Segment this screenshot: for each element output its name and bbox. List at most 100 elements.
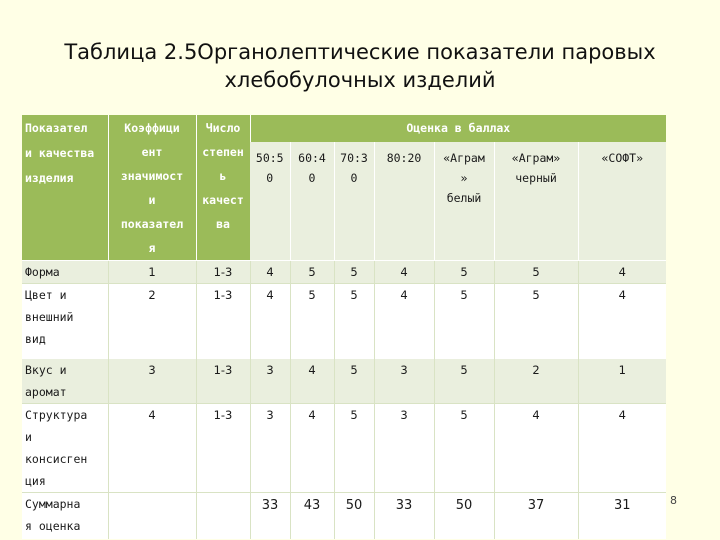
table-row: Цвет и внешний вид 2 1-3 4 5 5 4 5 5 4 bbox=[22, 283, 667, 359]
row-label: Форма bbox=[22, 260, 108, 284]
header-degree-line: качест bbox=[202, 193, 244, 207]
header-degree-line: Число bbox=[205, 121, 241, 135]
cell-score: 4 bbox=[493, 403, 578, 493]
header-degree-line: ва bbox=[216, 217, 230, 231]
total-score: 33 bbox=[373, 492, 434, 539]
cell-score: 5 bbox=[493, 283, 578, 359]
row-label-line: ция bbox=[25, 474, 46, 488]
cell-score: 5 bbox=[433, 283, 494, 359]
subheader-50-50: 50:5 0 bbox=[250, 142, 290, 261]
cell-coef: 2 bbox=[107, 283, 196, 359]
table-row: Вкус и аромат 3 1-3 3 4 5 3 5 2 1 bbox=[22, 358, 667, 404]
cell-coef: 4 bbox=[107, 403, 196, 493]
row-label: Структура и консисген ция bbox=[22, 403, 108, 493]
subheader-line: 60:4 bbox=[298, 151, 326, 165]
cell-score: 5 bbox=[289, 283, 334, 359]
total-label-line: я оценка bbox=[25, 519, 81, 533]
cell-score: 4 bbox=[373, 283, 434, 359]
cell-score: 5 bbox=[333, 358, 374, 404]
cell-score: 3 bbox=[373, 403, 434, 493]
total-label: Суммарна я оценка bbox=[22, 492, 108, 539]
subheader-agram-black: «Аграм» черный bbox=[493, 142, 578, 261]
subheader-soft: «СОФТ» bbox=[577, 142, 667, 261]
title-line-2: хлебобулочных изделий bbox=[224, 68, 496, 92]
title-line-1: Таблица 2.5Органолептические показатели … bbox=[64, 40, 656, 64]
table-row: Форма 1 1-3 4 5 5 4 5 5 4 bbox=[22, 260, 667, 284]
cell-score: 2 bbox=[493, 358, 578, 404]
header-indicator-line: изделия bbox=[25, 171, 74, 185]
total-row: Суммарна я оценка 33 43 50 33 50 37 31 bbox=[22, 492, 667, 539]
cell-score: 1 bbox=[577, 358, 667, 404]
row-label-line: Вкус и bbox=[25, 363, 67, 377]
cell-score: 4 bbox=[249, 260, 290, 284]
subheader-line: черный bbox=[515, 171, 557, 185]
subheader-line: 80:20 bbox=[386, 151, 422, 165]
header-row: Показател и качества изделия Коэффици ент зн… bbox=[22, 115, 667, 261]
cell-range: 1-3 bbox=[195, 283, 250, 359]
slide-title: Таблица 2.5Органолептические показатели … bbox=[40, 38, 680, 94]
header-coefficient: Коэффици ент значимост и показател я bbox=[107, 115, 196, 261]
cell-score: 4 bbox=[289, 358, 334, 404]
cell-score: 5 bbox=[289, 260, 334, 284]
cell-score: 3 bbox=[249, 358, 290, 404]
organoleptic-table: Показател и качества изделия Коэффици ент зн… bbox=[22, 115, 667, 539]
header-coefficient-line: я bbox=[148, 241, 156, 255]
total-score: 33 bbox=[249, 492, 290, 539]
table-row: Структура и консисген ция 4 1-3 3 4 5 3 5 4 4 bbox=[22, 403, 667, 493]
header-degree-line: степен bbox=[202, 145, 244, 159]
total-score: 50 bbox=[333, 492, 374, 539]
subheader-line: 0 bbox=[308, 171, 316, 185]
header-indicator: Показател и качества изделия bbox=[22, 115, 108, 261]
header-coefficient-line: показател bbox=[120, 217, 184, 231]
total-score: 43 bbox=[289, 492, 334, 539]
subheader-line: 70:3 bbox=[340, 151, 368, 165]
header-coefficient-line: ент bbox=[141, 145, 163, 159]
cell-score: 5 bbox=[433, 358, 494, 404]
cell-score: 4 bbox=[577, 260, 667, 284]
subheader-agram-white: «Аграм » белый bbox=[433, 142, 494, 261]
cell-score: 3 bbox=[249, 403, 290, 493]
header-indicator-line: Показател bbox=[25, 121, 88, 135]
subheader-line: » bbox=[460, 171, 468, 185]
total-score: 31 bbox=[577, 492, 667, 539]
cell-range: 1-3 bbox=[195, 260, 250, 284]
cell-score: 4 bbox=[289, 403, 334, 493]
row-label-line: консисген bbox=[25, 452, 88, 466]
page-number: 8 bbox=[670, 494, 677, 507]
cell-score: 5 bbox=[493, 260, 578, 284]
subheader-80-20: 80:20 bbox=[373, 142, 434, 261]
header-coefficient-line: и bbox=[148, 193, 156, 207]
row-label-line: внешний bbox=[25, 310, 74, 324]
cell-score: 4 bbox=[577, 403, 667, 493]
cell-score: 5 bbox=[433, 403, 494, 493]
subheader-line: 0 bbox=[350, 171, 358, 185]
row-label-line: Цвет и bbox=[25, 288, 67, 302]
subheader-line: белый bbox=[446, 191, 482, 205]
total-score: 37 bbox=[493, 492, 578, 539]
row-label-line: и bbox=[25, 430, 32, 444]
subheader-70-30: 70:3 0 bbox=[333, 142, 374, 261]
subheader-line: «СОФТ» bbox=[601, 151, 644, 165]
subheader-row: 50:5 0 60:4 0 70:3 0 80:20 «Аграм» белый «Аг… bbox=[22, 142, 667, 261]
subheader-line: «Аграм» bbox=[511, 151, 561, 165]
total-empty-cell bbox=[107, 492, 196, 539]
header-coefficient-line: Коэффици bbox=[124, 121, 180, 135]
header-degree-line: ь bbox=[219, 169, 227, 183]
row-label-line: аромат bbox=[25, 385, 67, 399]
total-label-line: Суммарна bbox=[25, 497, 81, 511]
cell-range: 1-3 bbox=[195, 403, 250, 493]
header-indicator-line: и качества bbox=[25, 146, 95, 160]
subheader-line: 50:5 bbox=[255, 151, 284, 165]
cell-score: 5 bbox=[333, 260, 374, 284]
cell-score: 5 bbox=[433, 260, 494, 284]
row-label: Вкус и аромат bbox=[22, 358, 108, 404]
header-degree: Число степен ь качест ва bbox=[195, 115, 250, 261]
total-score: 50 bbox=[433, 492, 494, 539]
header-coefficient-line: значимост bbox=[120, 169, 184, 183]
cell-score: 3 bbox=[373, 358, 434, 404]
subheader-line: «Аграм bbox=[443, 151, 485, 165]
row-label-line: Форма bbox=[25, 265, 60, 279]
cell-score: 4 bbox=[577, 283, 667, 359]
cell-score: 5 bbox=[333, 283, 374, 359]
row-label-line: вид bbox=[25, 332, 46, 346]
